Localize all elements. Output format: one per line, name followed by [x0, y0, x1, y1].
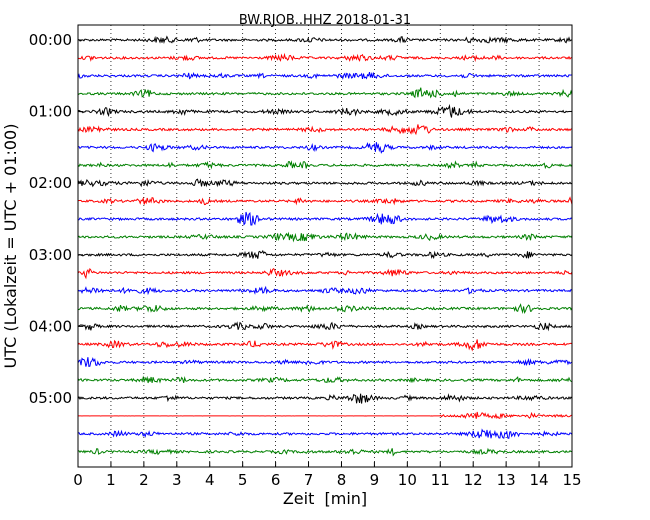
chart-title: BW.RJOB..HHZ 2018-01-31	[239, 13, 411, 28]
x-tick-label: 0	[73, 471, 83, 489]
trace-0315	[77, 267, 573, 280]
x-tick-label: 13	[497, 471, 516, 489]
trace-0445	[77, 375, 573, 384]
trace-0330	[77, 285, 573, 296]
x-tick-label: 9	[370, 471, 380, 489]
y-tick-label: 05:00	[29, 389, 72, 407]
y-tick-label: 03:00	[29, 246, 72, 264]
trace-0145	[77, 160, 573, 170]
trace-0415	[77, 339, 573, 352]
trace-0100	[77, 103, 573, 118]
x-tick-label: 4	[205, 471, 215, 489]
x-axis-label: Zeit [min]	[283, 489, 367, 508]
trace-0530	[77, 428, 573, 439]
x-tick-label: 12	[464, 471, 483, 489]
y-tick-label: 01:00	[29, 103, 72, 121]
traces	[77, 35, 573, 457]
trace-0015	[77, 52, 573, 63]
x-tick-label: 3	[172, 471, 182, 489]
x-tick-label: 11	[431, 471, 450, 489]
trace-0130	[77, 142, 573, 154]
x-tick-label: 6	[271, 471, 281, 489]
x-tick-label: 10	[398, 471, 417, 489]
x-tick-label: 7	[304, 471, 314, 489]
trace-0545	[77, 447, 573, 457]
x-tick-label: 2	[139, 471, 149, 489]
x-tick-label: 8	[337, 471, 347, 489]
trace-0215	[77, 196, 573, 206]
trace-0000	[77, 35, 573, 45]
trace-0300	[77, 249, 573, 260]
trace-0115	[77, 124, 573, 136]
trace-0430	[77, 357, 573, 368]
trace-0345	[77, 303, 573, 315]
x-tick-label: 15	[562, 471, 581, 489]
trace-0245	[77, 231, 573, 243]
trace-0030	[77, 71, 573, 80]
trace-0515	[77, 411, 573, 420]
trace-0200	[77, 178, 573, 188]
grid-lines	[110, 25, 540, 467]
trace-0230	[77, 211, 573, 226]
y-tick-label: 00:00	[29, 31, 72, 49]
trace-0045	[77, 87, 573, 99]
plot-frame	[77, 24, 573, 468]
x-tick-label: 5	[238, 471, 248, 489]
x-tick-label: 14	[530, 471, 549, 489]
y-tick-label: 02:00	[29, 174, 72, 192]
trace-0500	[77, 393, 573, 404]
x-tick-label: 1	[106, 471, 116, 489]
y-tick-label: 04:00	[29, 317, 72, 335]
x-ticks: 0 1 2 3 4 5 6 7 8 9 10 11 12 13 14 15	[73, 462, 582, 489]
trace-0400	[78, 321, 573, 332]
y-axis-label: UTC (Lokalzeit = UTC + 01:00)	[1, 124, 20, 369]
y-ticks: 00:00 01:00 02:00 03:00 04:00 05:00	[29, 31, 83, 407]
